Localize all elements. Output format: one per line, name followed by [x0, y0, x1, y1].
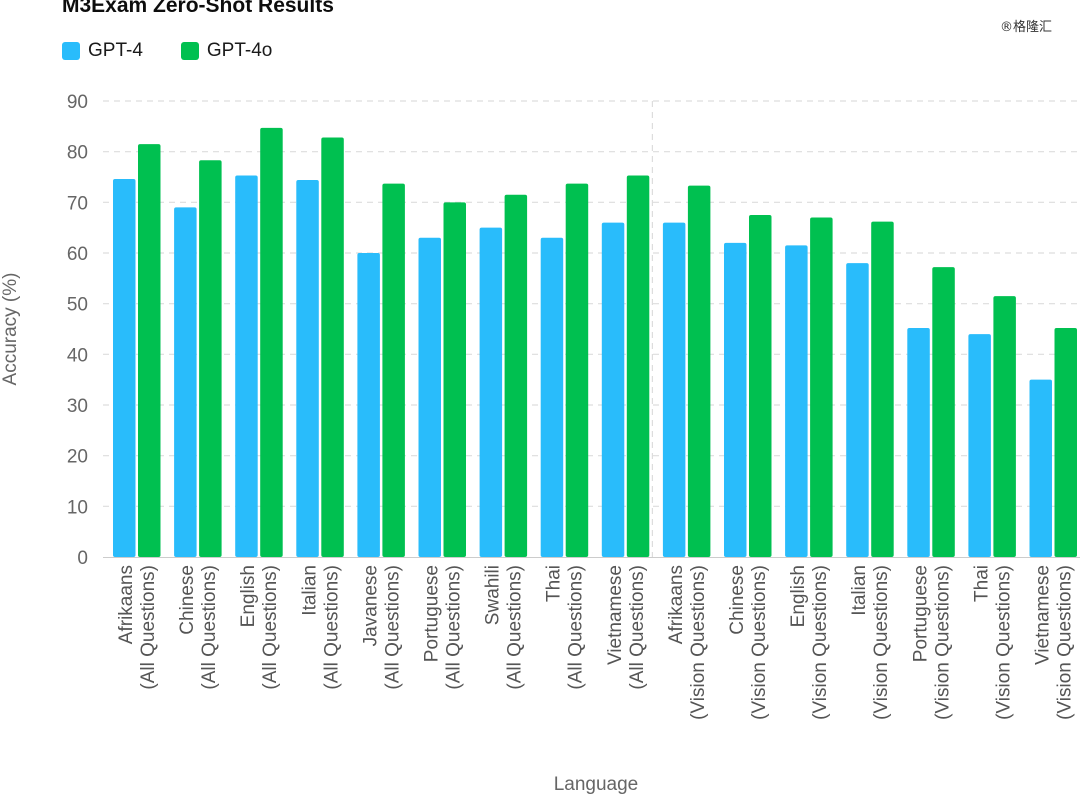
bar-gpt4 — [968, 334, 991, 557]
bar-gpt4 — [601, 222, 625, 557]
x-axis-title: Language — [554, 774, 639, 795]
bar-gpt4 — [235, 175, 258, 558]
legend-label-gpt4o: GPT-4o — [206, 40, 273, 61]
y-tick-label: 40 — [67, 345, 88, 366]
x-tick-label: English(All Questions) — [238, 565, 281, 690]
x-tick-label: Thai(Vision Questions) — [971, 565, 1014, 720]
bar-gpt4o — [932, 267, 955, 557]
legend-label-gpt4: GPT-4 — [88, 40, 143, 61]
bar-gpt4 — [174, 207, 197, 557]
watermark-text: ®格隆汇 — [1000, 20, 1053, 35]
bar-gpt4 — [540, 237, 564, 558]
bar-gpt4o — [871, 221, 894, 557]
x-tick-label: Vietnamese(Vision Questions) — [1033, 565, 1076, 720]
y-axis-title: Accuracy (%) — [0, 273, 21, 386]
x-tick-label: English(Vision Questions) — [788, 565, 831, 720]
bar-gpt4o — [382, 183, 405, 557]
bar-gpt4o — [504, 194, 528, 557]
x-tick-label: Portuguese(All Questions) — [422, 565, 465, 690]
x-tick-label: Chinese(All Questions) — [177, 565, 220, 690]
bar-gpt4o — [626, 175, 650, 558]
bar-gpt4 — [357, 253, 380, 557]
x-tick-label: Javanese(All Questions) — [360, 565, 403, 690]
x-tick-label: Afrikaans(Vision Questions) — [666, 565, 709, 720]
bar-gpt4o — [749, 215, 772, 557]
y-tick-label: 0 — [77, 548, 88, 569]
y-tick-label: 10 — [67, 497, 88, 518]
bar-gpt4 — [1029, 379, 1052, 557]
legend-item-gpt4o[interactable]: GPT-4o — [180, 40, 273, 62]
bar-gpt4o — [993, 296, 1016, 557]
bar-gpt4o — [687, 185, 711, 557]
y-tick-label: 80 — [67, 143, 88, 164]
y-tick-label: 20 — [67, 447, 88, 468]
bar-gpt4o — [260, 127, 283, 557]
y-tick-label: 30 — [67, 396, 88, 417]
bar-gpt4 — [418, 237, 441, 558]
bar-gpt4 — [785, 245, 808, 557]
bar-gpt4o — [199, 160, 222, 557]
legend-swatch-gpt4o — [180, 42, 199, 60]
bar-gpt4o — [443, 202, 466, 558]
bar-gpt4 — [479, 227, 503, 557]
bar-gpt4o — [810, 217, 833, 558]
bar-gpt4o — [565, 183, 589, 557]
legend-item-gpt4[interactable]: GPT-4 — [62, 40, 143, 62]
bar-gpt4 — [846, 263, 869, 557]
y-tick-label: 50 — [67, 295, 88, 316]
x-tick-label: Thai(All Questions) — [544, 565, 587, 690]
bar-gpt4 — [296, 180, 319, 558]
x-tick-label: Chinese(Vision Questions) — [727, 565, 770, 720]
bar-gpt4 — [724, 242, 747, 557]
bar-gpt4o — [1054, 327, 1077, 557]
bar-gpt4 — [907, 327, 930, 557]
bar-gpt4o — [138, 144, 161, 558]
bar-gpt4 — [113, 179, 136, 557]
x-tick-label: Portuguese(Vision Questions) — [910, 565, 953, 720]
y-tick-label: 90 — [67, 92, 88, 113]
y-tick-label: 70 — [67, 193, 88, 214]
chart-title: M3Exam Zero-Shot Results — [62, 0, 334, 17]
x-tick-label: Italian(All Questions) — [299, 565, 342, 690]
x-tick-label: Afrikaans(All Questions) — [116, 565, 159, 690]
bar-gpt4 — [662, 222, 686, 557]
x-tick-label: Vietnamese(All Questions) — [605, 565, 648, 690]
x-tick-label: Swahili(All Questions) — [483, 565, 526, 690]
legend-swatch-gpt4 — [62, 42, 80, 60]
bar-gpt4o — [321, 137, 344, 558]
x-tick-label: Italian(Vision Questions) — [849, 565, 892, 720]
legend: GPT-4 GPT-4o — [62, 40, 310, 62]
y-tick-label: 60 — [67, 244, 88, 265]
